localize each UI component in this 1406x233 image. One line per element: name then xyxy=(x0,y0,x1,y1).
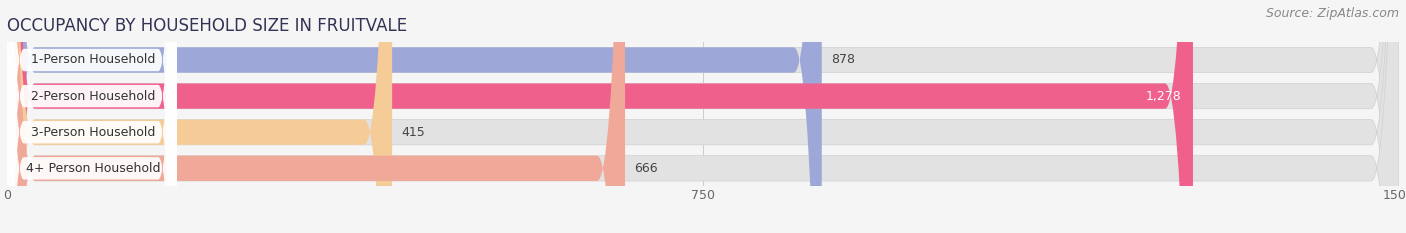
FancyBboxPatch shape xyxy=(6,0,177,233)
Text: Source: ZipAtlas.com: Source: ZipAtlas.com xyxy=(1265,7,1399,20)
Text: 3-Person Household: 3-Person Household xyxy=(31,126,155,139)
Text: 415: 415 xyxy=(402,126,425,139)
FancyBboxPatch shape xyxy=(7,0,1399,233)
Text: 1-Person Household: 1-Person Household xyxy=(31,54,155,66)
FancyBboxPatch shape xyxy=(7,0,392,233)
FancyBboxPatch shape xyxy=(7,0,626,233)
Text: 1,278: 1,278 xyxy=(1146,90,1182,103)
FancyBboxPatch shape xyxy=(7,0,1399,233)
FancyBboxPatch shape xyxy=(7,0,1399,233)
Text: 878: 878 xyxy=(831,54,855,66)
Text: 666: 666 xyxy=(634,162,658,175)
FancyBboxPatch shape xyxy=(7,0,1399,233)
FancyBboxPatch shape xyxy=(7,0,1192,233)
Text: 2-Person Household: 2-Person Household xyxy=(31,90,155,103)
FancyBboxPatch shape xyxy=(6,0,177,233)
FancyBboxPatch shape xyxy=(6,0,177,233)
Text: OCCUPANCY BY HOUSEHOLD SIZE IN FRUITVALE: OCCUPANCY BY HOUSEHOLD SIZE IN FRUITVALE xyxy=(7,17,408,35)
Text: 4+ Person Household: 4+ Person Household xyxy=(25,162,160,175)
FancyBboxPatch shape xyxy=(6,0,177,233)
FancyBboxPatch shape xyxy=(7,0,821,233)
